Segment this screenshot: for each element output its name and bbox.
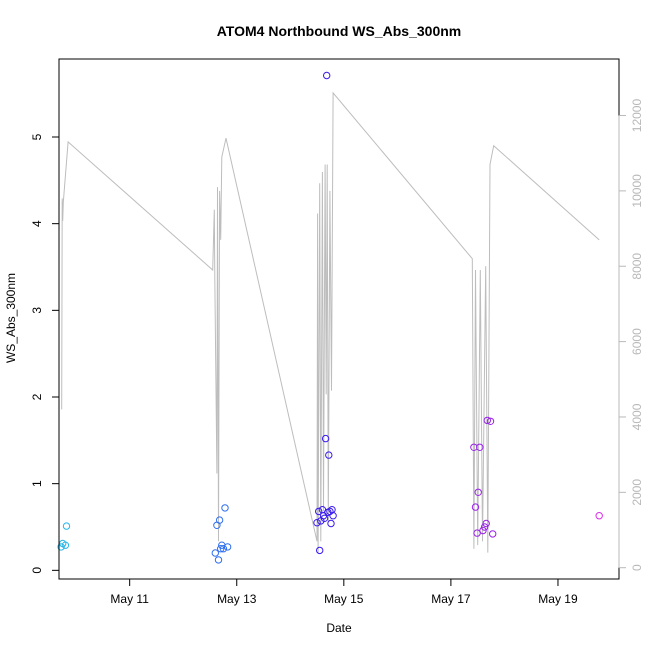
- data-point-8: [217, 545, 225, 553]
- data-point-23: [325, 451, 333, 459]
- data-point-32: [476, 443, 484, 451]
- y-tick-label-4: 4: [30, 220, 44, 227]
- y-axis-label: WS_Abs_300nm: [4, 273, 18, 363]
- data-point-7: [215, 516, 224, 524]
- data-point-38: [489, 530, 497, 538]
- data-point-36: [483, 416, 491, 425]
- scatter-points-layer: [57, 71, 603, 564]
- x-tick-label-3: May 17: [431, 592, 471, 606]
- data-point-3: [62, 522, 71, 530]
- y2-tick-label-4: 8000: [630, 253, 644, 280]
- data-point-6: [214, 556, 223, 564]
- data-point-19: [320, 514, 329, 522]
- y2-tick-label-6: 12000: [630, 99, 644, 133]
- secondary-line-layer: [61, 91, 600, 553]
- data-point-2: [61, 541, 70, 549]
- data-point-15: [316, 546, 324, 555]
- data-point-33: [479, 526, 487, 535]
- y-tick-label-5: 5: [30, 133, 44, 140]
- data-point-21: [323, 71, 331, 80]
- data-point-34: [480, 523, 489, 531]
- series-line-1: [61, 91, 600, 553]
- y2-tick-label-1: 2000: [630, 479, 644, 506]
- y-tick-label-3: 3: [30, 307, 44, 314]
- data-point-25: [327, 519, 335, 528]
- data-point-10: [219, 545, 228, 553]
- data-point-35: [482, 519, 490, 528]
- y-tick-label-2: 2: [30, 393, 44, 400]
- data-point-31: [474, 488, 482, 496]
- y2-tick-label-5: 10000: [630, 174, 644, 208]
- y-tick-label-0: 0: [30, 567, 44, 574]
- y2-tick-label-2: 4000: [630, 403, 644, 430]
- data-point-0: [57, 543, 65, 551]
- data-point-39: [595, 512, 603, 520]
- data-point-30: [473, 529, 481, 537]
- x-axis-label: Date: [326, 621, 352, 635]
- data-point-14: [315, 507, 323, 516]
- data-point-37: [486, 417, 495, 425]
- data-point-4: [211, 549, 220, 557]
- y-tick-label-1: 1: [30, 480, 44, 487]
- data-point-27: [329, 512, 337, 520]
- x-tick-label-0: May 11: [110, 592, 149, 606]
- x-tick-label-1: May 13: [217, 592, 257, 606]
- x-tick-label-4: May 19: [538, 592, 578, 606]
- chart-title: ATOM4 Northbound WS_Abs_300nm: [217, 23, 462, 39]
- data-point-29: [471, 503, 480, 511]
- data-point-11: [221, 504, 229, 512]
- x-tick-label-2: May 15: [324, 592, 364, 606]
- data-point-12: [223, 543, 232, 551]
- axes-layer: May 11 May 13 May 15 May 17 May 19 0 1 2 3 4 5 0 200…: [30, 99, 644, 606]
- y2-tick-label-3: 6000: [630, 328, 644, 355]
- data-point-20: [321, 434, 330, 443]
- y2-tick-label-0: 0: [630, 564, 644, 571]
- data-point-13: [313, 519, 321, 527]
